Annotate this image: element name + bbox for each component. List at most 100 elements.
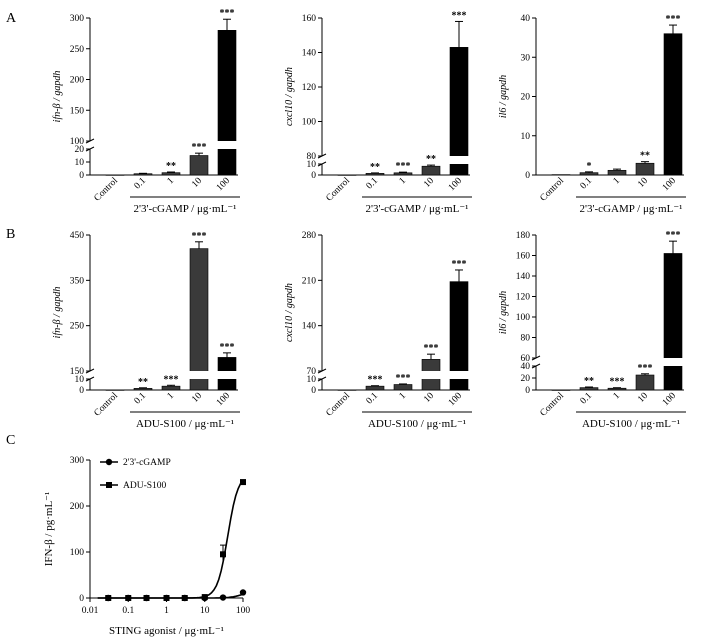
data-point-ADU-S100 (181, 595, 188, 601)
x-tick-label: 10 (422, 391, 436, 405)
x-tick-label: 0.1 (579, 176, 595, 192)
x-tick-label: 0.1 (365, 391, 381, 407)
y-tick-label: 100 (302, 118, 317, 128)
significance-stars: ** (584, 376, 594, 387)
y-tick-label: 20 (521, 93, 531, 103)
bar-100 (663, 253, 683, 391)
panel-label-A: A (6, 11, 17, 26)
y-label-ref: gapdh (498, 291, 509, 316)
x-tick-label: 100 (447, 176, 464, 193)
x-tick-label: 100 (215, 391, 232, 408)
significance-stars: *** (638, 363, 653, 374)
y-tick-label: 160 (302, 14, 317, 24)
bar-Control (337, 389, 357, 391)
y-label-sep: / (498, 100, 509, 108)
significance-stars: ** (426, 154, 436, 165)
bar-100 (449, 47, 469, 176)
bar-10 (635, 374, 655, 391)
bar-10 (635, 162, 655, 176)
y-tick-label: 200 (70, 502, 85, 512)
y-label-sep: / (52, 312, 63, 320)
x-tick-label: 0.1 (133, 391, 149, 407)
data-point-ADU-S100 (219, 551, 226, 558)
y-label-sep: / (284, 308, 295, 316)
x-axis-label: ADU-S100 / μg·mL⁻¹ (136, 418, 234, 430)
y-tick-label: 280 (302, 231, 317, 241)
significance-stars: *** (396, 373, 411, 384)
x-tick-label: 100 (447, 391, 464, 408)
data-point-ADU-S100 (143, 595, 150, 601)
y-tick-label: 150 (70, 367, 85, 377)
x-tick-label: 1 (164, 606, 169, 616)
y-tick-label: 250 (70, 45, 85, 55)
x-tick-label: 0.1 (579, 391, 595, 407)
significance-stars: *** (424, 343, 439, 354)
significance-stars: *** (666, 230, 681, 241)
x-tick-label: 10 (422, 176, 436, 190)
x-tick-label: 100 (661, 176, 678, 193)
bar-break-gap (217, 141, 237, 149)
bar-break-gap (449, 156, 469, 164)
y-tick-label: 10 (307, 375, 317, 385)
y-label-sep: / (52, 96, 63, 104)
bar-10 (189, 155, 209, 176)
bar-break-gap (189, 371, 209, 379)
significance-stars: *** (220, 8, 235, 19)
y-label-gene: cxcl10 (284, 316, 295, 342)
y-tick-label: 60 (521, 354, 531, 364)
y-tick-label: 200 (70, 76, 85, 86)
bar-break-gap (421, 371, 441, 379)
data-point-ADU-S100 (125, 595, 132, 601)
y-tick-label: 40 (521, 14, 531, 24)
bar-100 (217, 29, 237, 176)
bar-Control (551, 174, 571, 176)
x-tick-label: 10 (636, 176, 650, 190)
x-tick-label: 10 (190, 391, 204, 405)
bar-1 (607, 169, 627, 176)
x-tick-label: Control (325, 176, 353, 204)
significance-stars: *** (452, 10, 467, 21)
significance-stars: * (587, 161, 592, 172)
data-point-ADU-S100 (240, 479, 246, 486)
x-tick-label: 1 (398, 391, 409, 402)
y-tick-label: 450 (70, 231, 85, 241)
bar-0.1 (579, 387, 599, 391)
fit-curve-ADU-S100 (97, 479, 244, 599)
bar-0.1 (133, 173, 153, 176)
y-label-ref: gapdh (284, 67, 295, 92)
significance-stars: *** (220, 342, 235, 353)
bar-1 (393, 172, 413, 176)
significance-stars: *** (396, 161, 411, 172)
y-label-ref: gapdh (52, 287, 63, 312)
x-tick-label: 10 (636, 391, 650, 405)
y-tick-label: 10 (521, 132, 531, 142)
bar-break-gap (449, 371, 469, 379)
x-tick-label: 1 (612, 176, 623, 187)
y-tick-label: 300 (70, 14, 85, 24)
data-point-2'3'-cGAMP (239, 589, 247, 596)
x-axis-label: 2'3'-cGAMP / μg·mL⁻¹ (580, 203, 683, 215)
y-tick-label: 160 (516, 252, 531, 262)
y-axis-label: ifn-β / gapdh (52, 71, 63, 123)
x-tick-label: 1 (166, 391, 177, 402)
x-tick-label: 1 (166, 176, 177, 187)
y-tick-label: 0 (79, 386, 84, 396)
significance-stars: *** (192, 231, 207, 242)
y-label-ref: gapdh (284, 283, 295, 308)
bar-break-gap (663, 358, 683, 366)
y-tick-label: 80 (307, 152, 317, 162)
x-tick-label: Control (93, 176, 121, 204)
significance-stars: *** (666, 14, 681, 25)
x-tick-label: Control (325, 391, 353, 419)
data-point-ADU-S100 (163, 595, 170, 601)
legend-marker (106, 482, 112, 488)
y-axis-label: il6 / gapdh (498, 291, 509, 334)
data-point-2'3'-cGAMP (219, 594, 227, 601)
y-tick-label: 40 (521, 362, 531, 372)
y-axis-label: il6 / gapdh (498, 75, 509, 118)
bar-10 (421, 165, 441, 176)
x-axis-label: ADU-S100 / μg·mL⁻¹ (582, 418, 680, 430)
significance-stars: *** (610, 377, 625, 388)
significance-stars: ** (640, 151, 650, 162)
